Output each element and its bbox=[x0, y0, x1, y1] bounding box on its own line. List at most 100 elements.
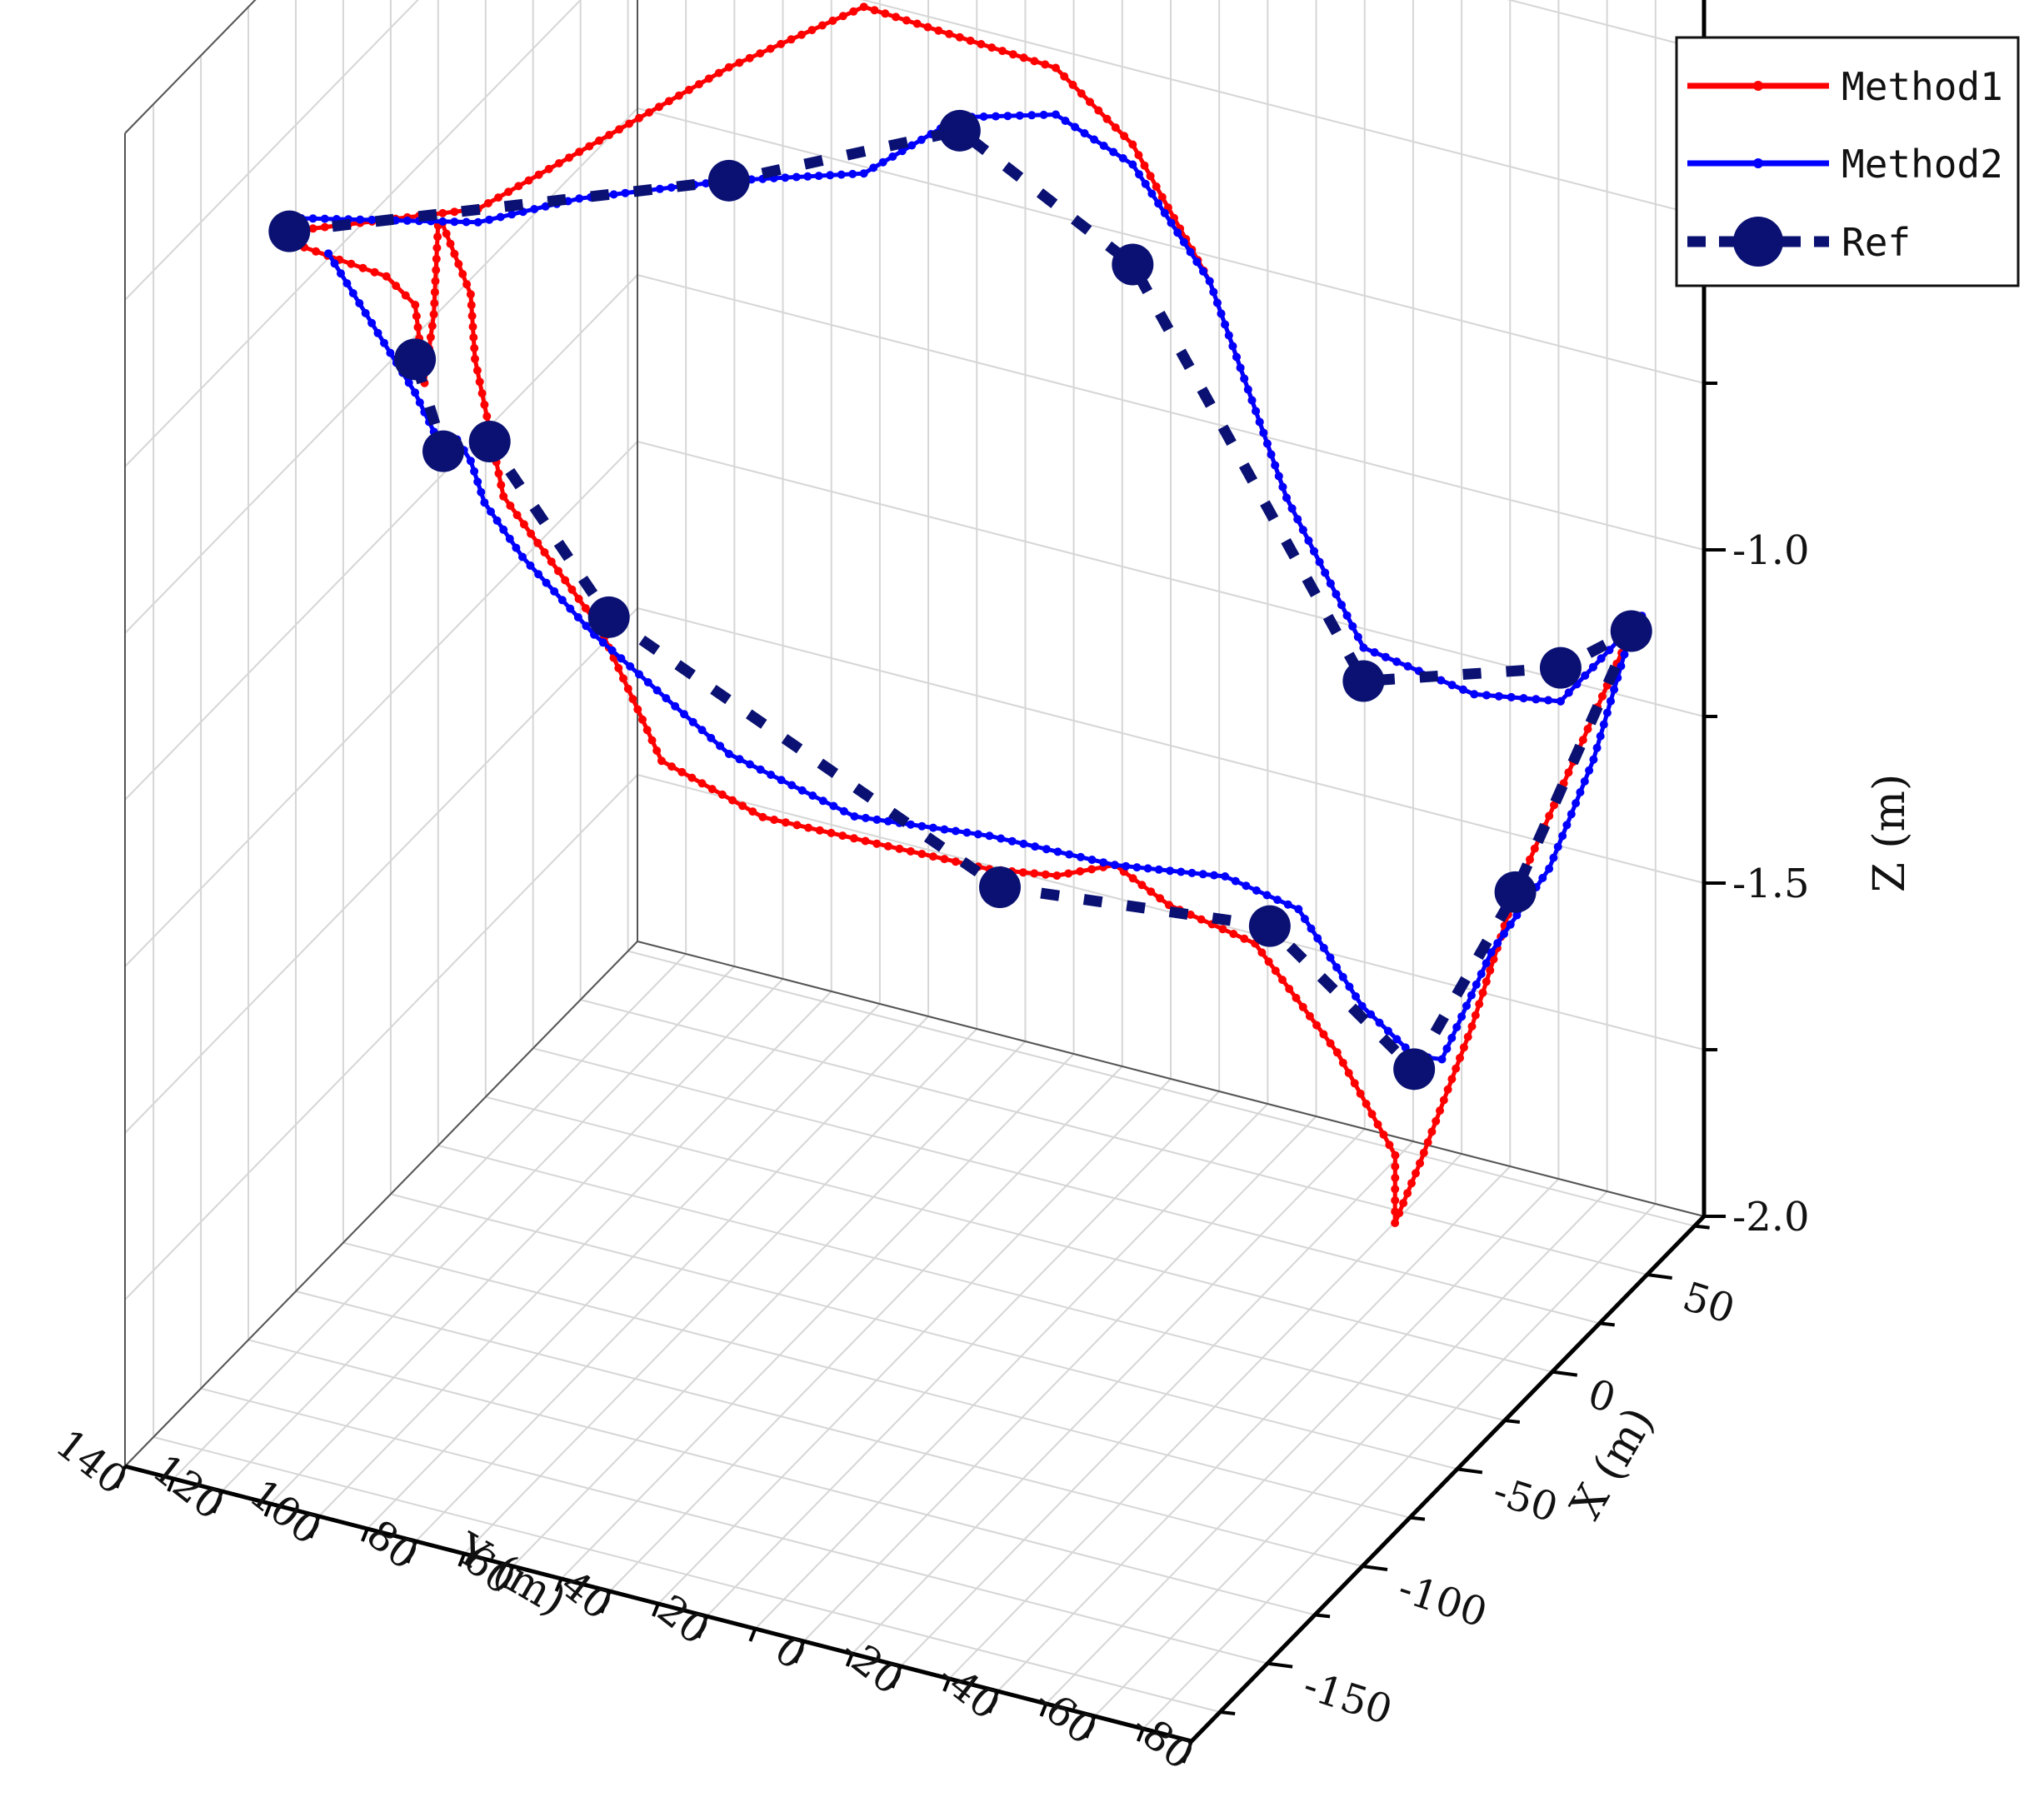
data-point-method1 bbox=[677, 767, 687, 776]
grid-line-floor-x bbox=[580, 999, 1647, 1275]
grid-line-wall-xz-z bbox=[1507, 0, 1705, 51]
data-point-ref bbox=[1610, 610, 1652, 652]
data-point-method2 bbox=[671, 701, 680, 711]
data-point-method2 bbox=[1588, 662, 1597, 671]
data-point-method2 bbox=[1099, 142, 1108, 150]
data-point-method1 bbox=[431, 277, 440, 286]
data-point-method2 bbox=[1198, 870, 1207, 879]
data-point-method2 bbox=[1210, 871, 1218, 880]
data-point-method2 bbox=[1278, 482, 1287, 492]
data-point-method2 bbox=[1607, 696, 1615, 706]
data-point-method1 bbox=[1373, 1120, 1382, 1129]
data-point-method2 bbox=[1338, 972, 1347, 981]
data-point-method2 bbox=[609, 190, 618, 199]
data-point-method2 bbox=[1442, 1044, 1452, 1053]
data-point-method1 bbox=[966, 36, 975, 45]
data-point-method2 bbox=[1562, 821, 1572, 830]
data-point-method1 bbox=[807, 26, 817, 35]
data-point-method1 bbox=[652, 746, 662, 755]
data-point-method1 bbox=[638, 715, 647, 724]
grid-line-floor-y bbox=[802, 1116, 1317, 1642]
grid-line-floor-y bbox=[318, 991, 832, 1517]
y-tick-label: 80 bbox=[358, 1511, 427, 1580]
data-point-method2 bbox=[1472, 980, 1481, 989]
data-point-method1 bbox=[1526, 855, 1534, 864]
grid-line-wall-yz-z bbox=[124, 607, 638, 1134]
x-tick-mark bbox=[1409, 1515, 1426, 1521]
data-point-ref bbox=[1112, 243, 1154, 286]
legend-label-ref: Ref bbox=[1842, 220, 1911, 265]
grid-line-floor-y bbox=[367, 1003, 881, 1530]
data-point-method2 bbox=[861, 813, 870, 822]
data-point-method2 bbox=[1345, 982, 1354, 991]
data-point-method2 bbox=[1359, 643, 1368, 652]
data-point-ref bbox=[979, 866, 1021, 908]
data-point-method2 bbox=[746, 760, 754, 769]
data-point-method1 bbox=[1391, 1162, 1400, 1171]
data-point-method1 bbox=[1356, 1089, 1365, 1098]
grid-line-floor-y bbox=[172, 953, 687, 1480]
data-point-method1 bbox=[575, 147, 584, 157]
data-point-method1 bbox=[527, 529, 536, 538]
data-point-method2 bbox=[1319, 943, 1328, 952]
data-point-method1 bbox=[861, 836, 870, 846]
data-point-method1 bbox=[514, 182, 523, 191]
data-point-method1 bbox=[426, 332, 435, 342]
data-point-method1 bbox=[1459, 1043, 1468, 1052]
data-point-method1 bbox=[547, 557, 556, 567]
data-point-method1 bbox=[642, 726, 652, 735]
data-point-method2 bbox=[1589, 755, 1598, 764]
y-tick-mark bbox=[652, 1603, 660, 1617]
data-point-method2 bbox=[402, 216, 412, 225]
y-tick-label: -60 bbox=[1026, 1678, 1105, 1755]
y-tick-mark bbox=[1084, 1715, 1097, 1739]
data-point-method1 bbox=[817, 21, 827, 30]
data-point-method2 bbox=[1267, 450, 1276, 459]
data-point-method2 bbox=[367, 215, 377, 224]
data-point-method1 bbox=[427, 322, 437, 331]
data-point-method2 bbox=[797, 786, 807, 795]
data-point-method2 bbox=[1596, 731, 1605, 741]
data-point-method1 bbox=[1041, 870, 1050, 879]
data-point-method1 bbox=[1478, 988, 1487, 997]
data-point-method1 bbox=[574, 594, 583, 603]
data-point-method1 bbox=[533, 538, 542, 547]
data-point-method2 bbox=[1128, 160, 1137, 169]
y-axis-title: Y (m) bbox=[447, 1524, 575, 1626]
data-point-method1 bbox=[412, 312, 421, 321]
series-ref bbox=[268, 109, 1652, 1091]
data-point-method1 bbox=[595, 136, 604, 145]
data-point-method1 bbox=[748, 807, 757, 816]
legend-label-method2: Method2 bbox=[1842, 142, 2003, 187]
grid-line-floor-y bbox=[560, 1053, 1075, 1580]
data-point-method1 bbox=[1077, 89, 1086, 98]
data-point-method1 bbox=[1094, 106, 1103, 115]
data-point-method2 bbox=[1271, 461, 1280, 470]
data-point-method1 bbox=[467, 312, 477, 321]
data-point-method2 bbox=[626, 661, 635, 671]
data-point-method1 bbox=[477, 389, 487, 398]
grid-line-floor-x bbox=[532, 1047, 1600, 1325]
x-tick-mark bbox=[1694, 1224, 1710, 1230]
data-point-method1 bbox=[1134, 151, 1143, 160]
data-point-method1 bbox=[1076, 866, 1085, 876]
data-point-method1 bbox=[585, 142, 594, 151]
data-point-method2 bbox=[940, 825, 949, 834]
x-tick-mark bbox=[1457, 1467, 1483, 1475]
data-point-method1 bbox=[1018, 868, 1027, 877]
z-tick-label: -1.0 bbox=[1732, 527, 1810, 574]
data-point-method1 bbox=[1019, 53, 1028, 62]
data-point-method2 bbox=[1403, 661, 1412, 671]
grid-line-floor-y bbox=[997, 1166, 1511, 1692]
data-point-method2 bbox=[1209, 287, 1218, 297]
x-tick-mark bbox=[1362, 1565, 1388, 1571]
data-point-method2 bbox=[1482, 691, 1491, 700]
x-tick-mark bbox=[1552, 1370, 1578, 1377]
data-point-method1 bbox=[1391, 1151, 1400, 1160]
data-point-method1 bbox=[1257, 948, 1267, 957]
data-point-method2 bbox=[499, 525, 508, 534]
data-point-method2 bbox=[1381, 652, 1390, 661]
data-point-method2 bbox=[1262, 891, 1272, 900]
data-point-method2 bbox=[1039, 110, 1048, 119]
data-point-method1 bbox=[1391, 1196, 1400, 1205]
